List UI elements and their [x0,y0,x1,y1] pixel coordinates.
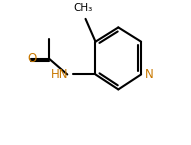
Text: CH₃: CH₃ [74,3,93,13]
Text: HN: HN [51,68,68,81]
Text: N: N [145,68,154,81]
Text: O: O [28,52,37,65]
